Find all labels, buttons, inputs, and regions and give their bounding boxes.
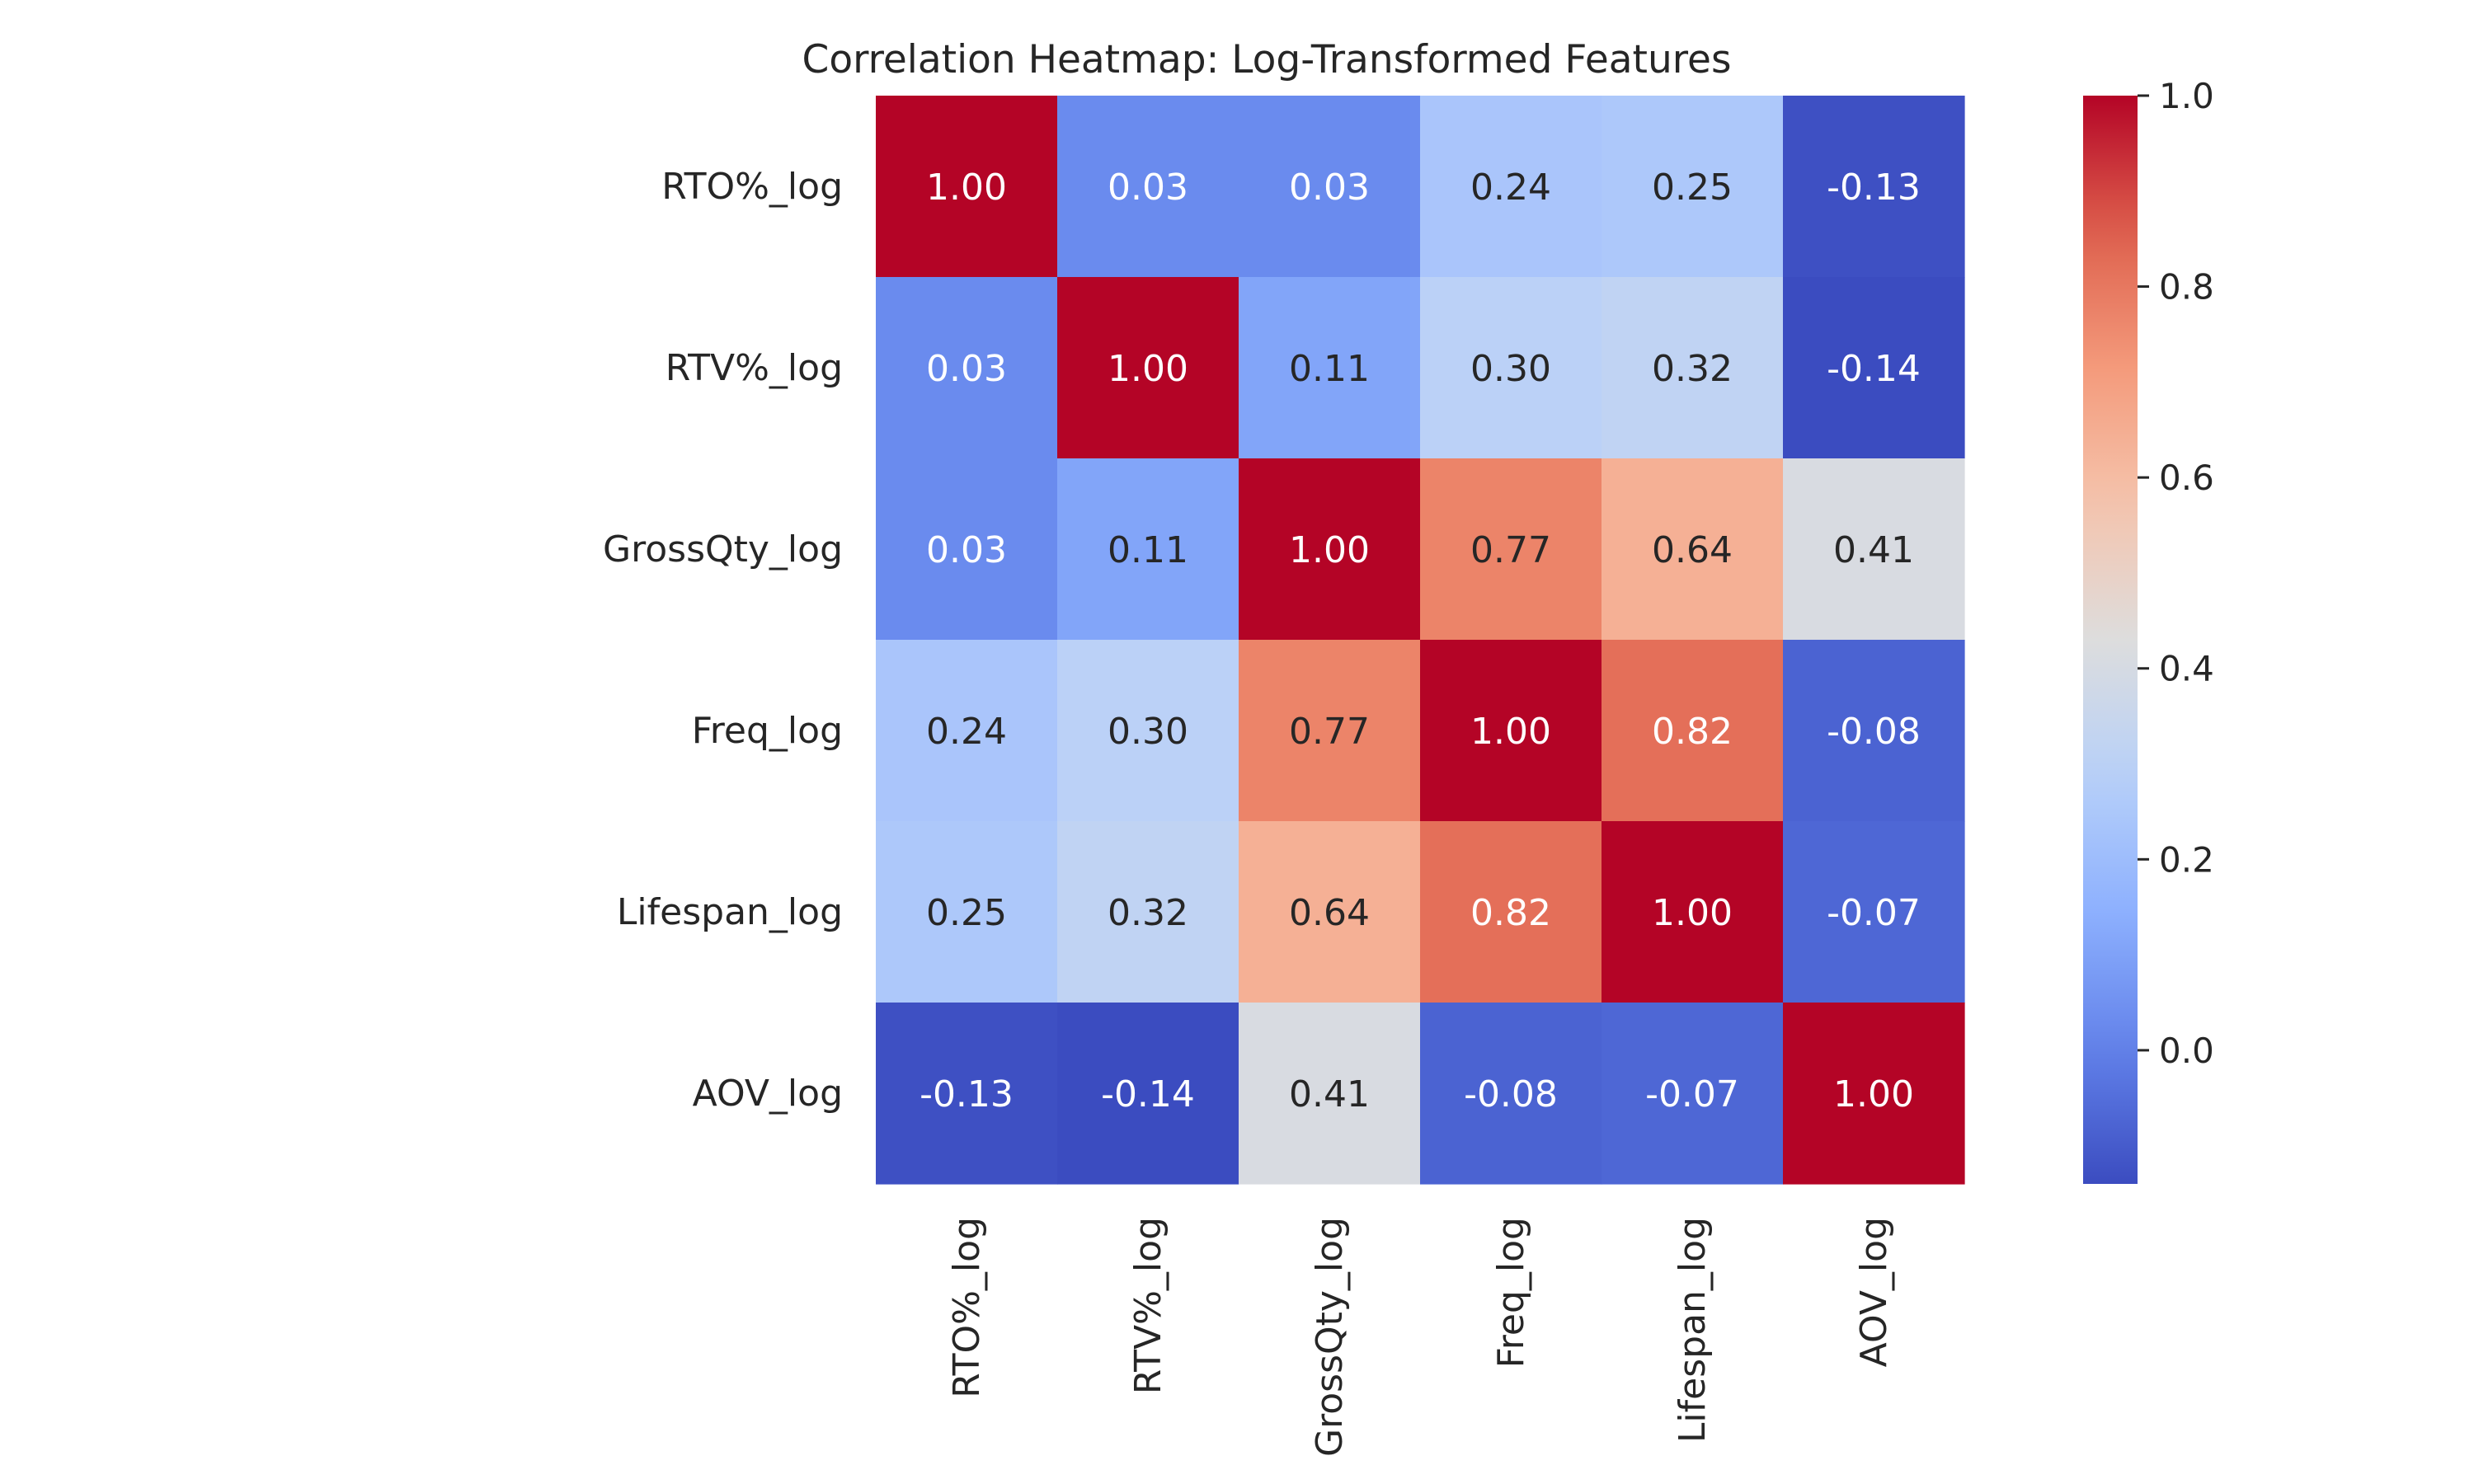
heatmap-cell-label: 1.00	[1289, 529, 1370, 571]
heatmap-cell-label: -0.08	[1827, 711, 1921, 753]
row-tick-label: RTO%_log	[661, 166, 843, 208]
heatmap-cell-label: 0.82	[1652, 711, 1733, 753]
heatmap-cell-label: 1.00	[1470, 711, 1551, 753]
heatmap-cell-label: 1.00	[926, 167, 1007, 209]
heatmap-cell-label: -0.07	[1645, 1073, 1739, 1115]
heatmap-cell-label: -0.08	[1464, 1073, 1558, 1115]
heatmap-cell-label: -0.07	[1827, 892, 1921, 934]
colorbar-gradient	[2083, 96, 2138, 1184]
colorbar-tick-label: 0.2	[2159, 839, 2214, 880]
heatmap-cell-label: -0.13	[1827, 167, 1921, 209]
row-tick-label: AOV_log	[693, 1073, 843, 1115]
heatmap-cell-label: 0.24	[926, 711, 1007, 753]
colorbar: 0.0 0.2 0.4 0.6 0.8 1.0	[2083, 76, 2214, 1184]
row-tick-label: Lifespan_log	[617, 891, 843, 933]
heatmap-cell-label: 0.03	[926, 529, 1007, 571]
heatmap-cell-label: 0.77	[1289, 711, 1370, 753]
row-tick-label: GrossQty_log	[603, 528, 843, 571]
row-tick-labels: RTO%_log RTV%_log GrossQty_log Freq_log Life…	[603, 166, 843, 1115]
heatmap-cell-label: 0.11	[1108, 529, 1188, 571]
heatmap-cell-label: 0.03	[1108, 167, 1188, 209]
heatmap-cell-label: 0.11	[1289, 348, 1370, 390]
heatmap-cell-label: -0.13	[920, 1073, 1014, 1115]
heatmap-cell-label: 1.00	[1652, 892, 1733, 934]
row-tick-label: RTV%_log	[666, 347, 843, 389]
heatmap-cell-label: -0.14	[1101, 1073, 1195, 1115]
chart-title: Correlation Heatmap: Log-Transformed Fea…	[802, 37, 1732, 82]
heatmap-cell-label: 0.03	[1289, 167, 1370, 209]
heatmap-cell-label: 0.64	[1652, 529, 1733, 571]
heatmap-cell-label: 1.00	[1833, 1073, 1914, 1115]
heatmap-cell-label: 0.03	[926, 348, 1007, 390]
heatmap-cell-label: 0.41	[1833, 529, 1914, 571]
heatmap-cell-label: 1.00	[1108, 348, 1188, 390]
column-tick-label: GrossQty_log	[1309, 1217, 1351, 1457]
heatmap-cell-label: 0.32	[1108, 892, 1188, 934]
column-tick-label: AOV_log	[1853, 1217, 1895, 1367]
column-tick-labels: RTO%_log RTV%_log GrossQty_log Freq_log Life…	[946, 1217, 1895, 1457]
heatmap-cell-label: -0.14	[1827, 348, 1921, 390]
heatmap-cell-label: 0.30	[1108, 711, 1188, 753]
colorbar-tick-label: 0.0	[2159, 1031, 2214, 1071]
heatmap-cells	[876, 96, 1965, 1185]
colorbar-tick-label: 0.4	[2159, 649, 2214, 689]
heatmap-cell-label: 0.82	[1470, 892, 1551, 934]
row-tick-label: Freq_log	[692, 710, 843, 752]
column-tick-label: Lifespan_log	[1672, 1217, 1714, 1443]
column-tick-label: Freq_log	[1490, 1217, 1532, 1368]
column-tick-label: RTO%_log	[946, 1217, 988, 1398]
heatmap-cell-label: 0.64	[1289, 892, 1370, 934]
heatmap-cell-label: 0.25	[1652, 167, 1733, 209]
column-tick-label: RTV%_log	[1127, 1217, 1169, 1394]
colorbar-tick-label: 0.6	[2159, 458, 2214, 498]
colorbar-tick-label: 1.0	[2159, 76, 2214, 116]
heatmap-cell-label: 0.77	[1470, 529, 1551, 571]
colorbar-tick-label: 0.8	[2159, 267, 2214, 308]
heatmap-cell-label: 0.30	[1470, 348, 1551, 390]
heatmap-cell-label: 0.32	[1652, 348, 1733, 390]
heatmap-cell-label: 0.25	[926, 892, 1007, 934]
heatmap-cell-label: 0.24	[1470, 167, 1551, 209]
heatmap-cell-label: 0.41	[1289, 1073, 1370, 1115]
